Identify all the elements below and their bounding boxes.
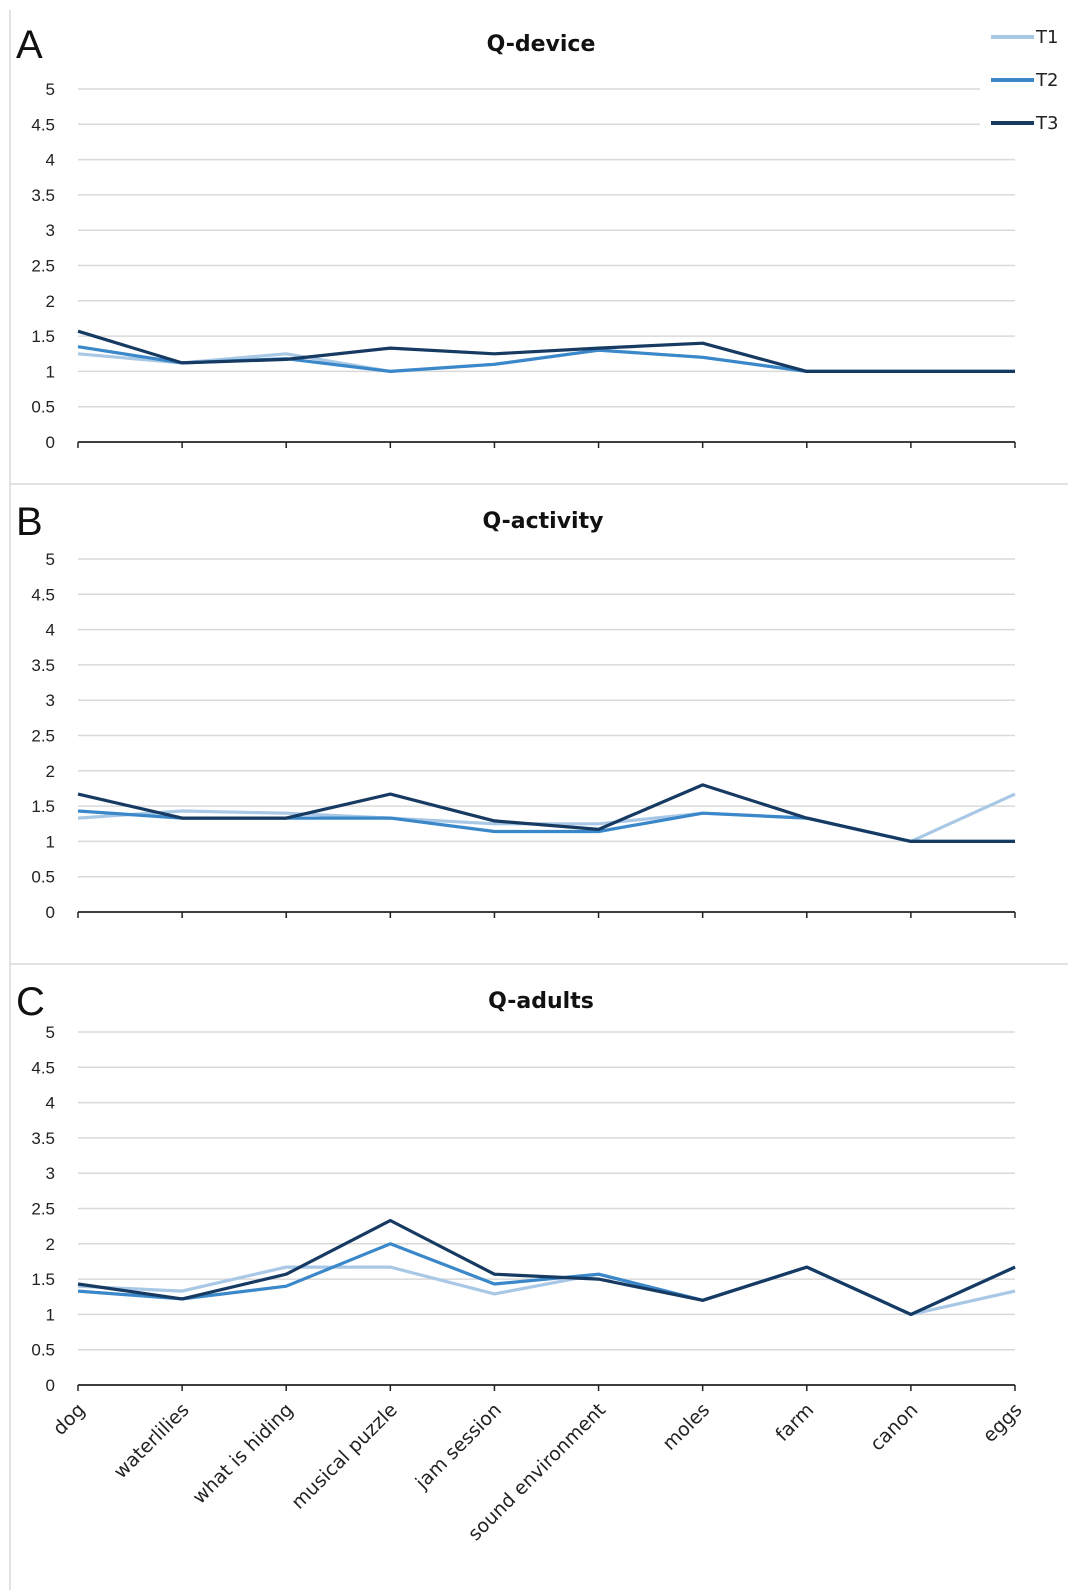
y-tick-label: 5 (46, 550, 55, 569)
y-tick-label: 0.5 (31, 1341, 55, 1360)
y-tick-label: 1.5 (31, 1270, 55, 1289)
y-tick-label: 2.5 (31, 257, 55, 276)
series-line-t3 (77, 783, 1015, 844)
panel-b: B Q-activity 0 0.5 1 1.5 2 2.5 3 3.5 4 4.5 5 (10, 500, 1068, 965)
y-tick-label: 4 (46, 1094, 55, 1113)
x-axis (77, 911, 1016, 918)
y-tick-label: 1 (46, 832, 55, 851)
legend-label-t3: T3 (1035, 113, 1058, 134)
y-tick-label: 3.5 (31, 1129, 55, 1148)
y-tick-label: 3 (46, 221, 55, 240)
chart-title: Q-activity (483, 509, 604, 534)
panel-letter: C (16, 980, 45, 1024)
y-tick-label: 3 (46, 1164, 55, 1183)
y-tick-label: 4 (46, 621, 55, 640)
y-tick-label: 0 (46, 433, 55, 452)
y-tick-label: 0.5 (31, 868, 55, 887)
series-lines (77, 783, 1016, 844)
y-tick-label: 2 (46, 762, 55, 781)
y-tick-label: 4.5 (31, 115, 55, 134)
y-tick-label: 5 (46, 1023, 55, 1042)
y-tick-label: 4 (46, 151, 55, 170)
y-axis-ticks: 0 0.5 1 1.5 2 2.5 3 3.5 4 4.5 5 (31, 1023, 55, 1395)
panel-a: A Q-device 0 0.5 1 1.5 2 2.5 3 3.5 4 4.5 5 T1 T2 T… (10, 22, 1068, 485)
legend: T1 T2 T3 (980, 22, 1068, 134)
y-tick-label: 4.5 (31, 585, 55, 604)
x-axis (77, 441, 1016, 448)
panel-letter: A (16, 23, 43, 67)
y-tick-label: 0.5 (31, 398, 55, 417)
panel-letter: B (16, 500, 43, 544)
y-tick-label: 5 (46, 80, 55, 99)
y-tick-label: 2.5 (31, 727, 55, 746)
series-line-t3 (77, 329, 1015, 373)
y-tick-label: 4.5 (31, 1058, 55, 1077)
y-tick-label: 2 (46, 292, 55, 311)
y-tick-label: 2 (46, 1235, 55, 1254)
y-tick-label: 3.5 (31, 186, 55, 205)
series-lines (77, 329, 1015, 373)
chart-title: Q-device (487, 32, 596, 57)
chart-title: Q-adults (488, 989, 594, 1014)
legend-label-t2: T2 (1035, 70, 1058, 91)
x-axis (77, 1384, 1016, 1391)
y-tick-label: 1.5 (31, 327, 55, 346)
y-tick-label: 3.5 (31, 656, 55, 675)
y-tick-label: 1 (46, 1305, 55, 1324)
series-line-t3 (77, 1218, 1016, 1317)
y-tick-label: 2.5 (31, 1200, 55, 1219)
series-lines (77, 1218, 1016, 1317)
legend-label-t1: T1 (1035, 27, 1058, 48)
y-tick-label: 1.5 (31, 797, 55, 816)
y-axis-ticks: 0 0.5 1 1.5 2 2.5 3 3.5 4 4.5 5 (31, 80, 55, 452)
y-tick-label: 1 (46, 362, 55, 381)
y-tick-label: 0 (46, 903, 55, 922)
gridlines (78, 558, 1015, 878)
y-tick-label: 3 (46, 691, 55, 710)
y-tick-label: 0 (46, 1376, 55, 1395)
y-axis-ticks: 0 0.5 1 1.5 2 2.5 3 3.5 4 4.5 5 (31, 550, 55, 922)
